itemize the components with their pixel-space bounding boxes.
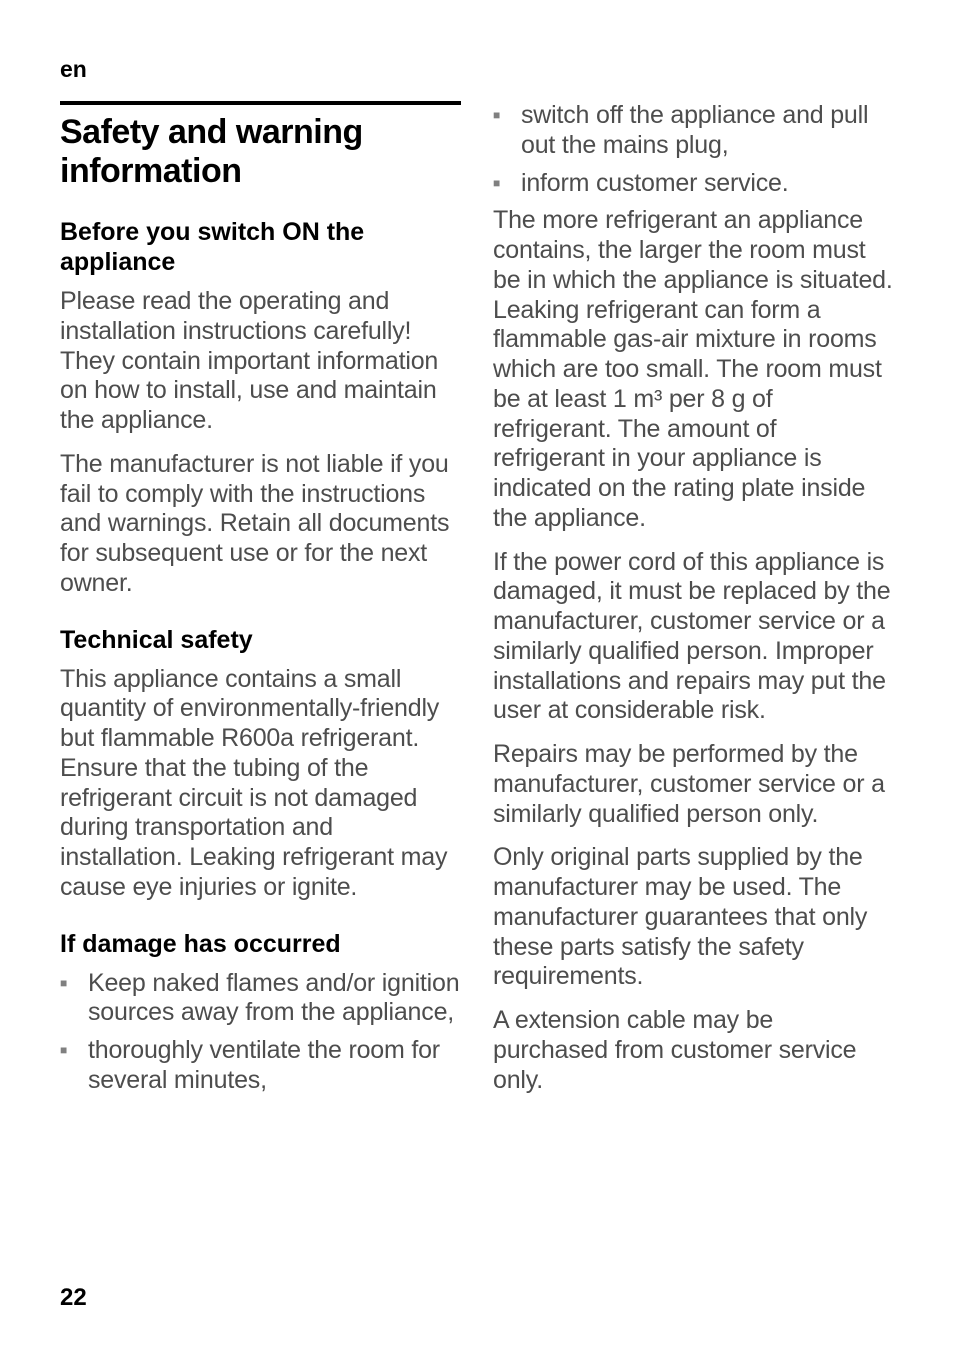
paragraph: Only original parts supplied by the manu… xyxy=(493,843,894,992)
section-divider xyxy=(60,101,461,105)
list-item: switch off the appliance and pull out th… xyxy=(493,101,894,161)
paragraph: The manufacturer is not liable if you fa… xyxy=(60,450,461,599)
right-column: switch off the appliance and pull out th… xyxy=(493,101,894,1104)
bullet-list: Keep naked flames and/or ignition source… xyxy=(60,969,461,1096)
paragraph: This appliance contains a small quantity… xyxy=(60,665,461,903)
paragraph: Repairs may be performed by the manufact… xyxy=(493,740,894,829)
paragraph: Please read the operating and installati… xyxy=(60,287,461,436)
list-item: thoroughly ventilate the room for severa… xyxy=(60,1036,461,1096)
two-column-layout: Safety and warning information Before yo… xyxy=(60,101,894,1104)
main-heading: Safety and warning information xyxy=(60,113,461,191)
page-number: 22 xyxy=(60,1284,87,1312)
bullet-list: switch off the appliance and pull out th… xyxy=(493,101,894,198)
paragraph: If the power cord of this appliance is d… xyxy=(493,548,894,727)
list-item: Keep naked flames and/or ignition source… xyxy=(60,969,461,1029)
list-item: inform customer service. xyxy=(493,169,894,199)
subheading-before-switch-on: Before you switch ON the appliance xyxy=(60,217,461,277)
left-column: Safety and warning information Before yo… xyxy=(60,101,461,1104)
paragraph: The more refrigerant an appliance contai… xyxy=(493,206,894,533)
language-code: en xyxy=(60,56,894,83)
page-container: en Safety and warning information Before… xyxy=(0,0,954,1354)
subheading-technical-safety: Technical safety xyxy=(60,625,461,655)
paragraph: A extension cable may be purchased from … xyxy=(493,1006,894,1095)
subheading-if-damage: If damage has occurred xyxy=(60,929,461,959)
